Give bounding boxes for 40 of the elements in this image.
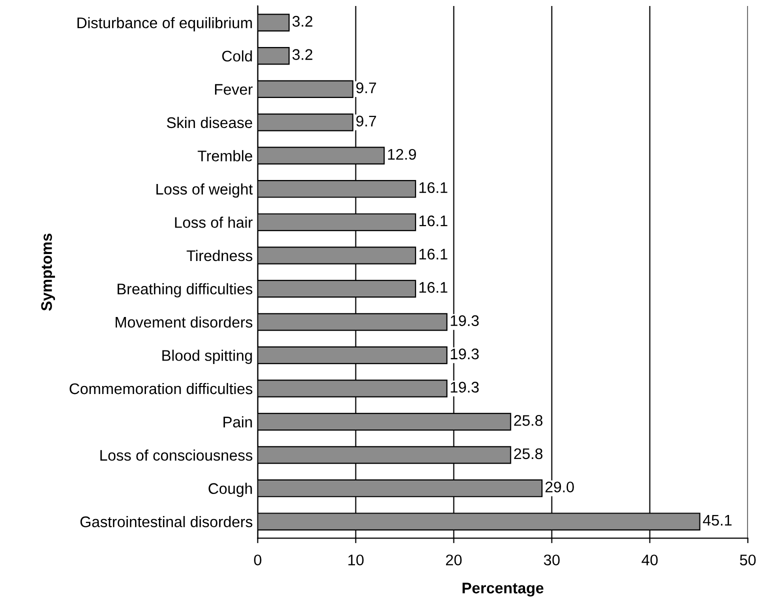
data-label: 16.1 [419,182,448,194]
x-tick-label: 10 [348,554,364,566]
data-label: 19.3 [450,348,479,360]
data-label: 12.9 [388,148,416,160]
x-tick-label: 0 [254,554,262,566]
y-tick-label: Commemoration difficulties [70,382,252,394]
y-tick-label: Gastrointestinal disorders [80,516,252,528]
y-tick-label: Tremble [198,150,252,162]
y-tick-label: Movement disorders [116,316,252,328]
y-tick-label: Cold [222,50,252,62]
x-tick-label: 50 [740,554,756,566]
y-tick-label: Pain [224,416,252,428]
data-label: 29.0 [546,482,574,492]
y-tick-label: Disturbance of equilibrium [77,17,252,32]
y-tick-label: Blood spitting [162,350,252,364]
x-tick-label: 40 [642,554,658,566]
y-tick-label: Fever [215,84,253,95]
y-tick-label: Cough [208,482,252,498]
x-tick-label: 20 [446,554,462,566]
data-label: 9.7 [356,116,376,127]
y-tick-label: Loss of weight [156,183,253,198]
data-label: 19.3 [450,315,479,326]
x-axis-title: Percentage [462,582,544,597]
y-axis-title: Symptoms [41,234,55,311]
data-label: 16.1 [419,248,448,260]
data-label: 3.2 [292,16,312,27]
data-label: 16.1 [419,215,448,226]
data-label: 9.7 [356,82,376,94]
data-label: 19.3 [450,382,479,393]
y-tick-label: Skin disease [166,116,252,128]
data-label: 3.2 [292,49,312,60]
y-tick-label: Breathing difficulties [118,283,252,298]
data-label: 25.8 [514,448,542,460]
y-tick-label: Tiredness [186,250,252,262]
y-tick-label: Loss of hair [175,216,253,228]
data-label: 25.8 [514,415,542,426]
data-label: 16.1 [419,282,448,293]
x-tick-label: 30 [544,554,560,566]
data-label: 45.1 [702,515,732,526]
y-tick-label: Loss of consciousness [100,450,252,461]
